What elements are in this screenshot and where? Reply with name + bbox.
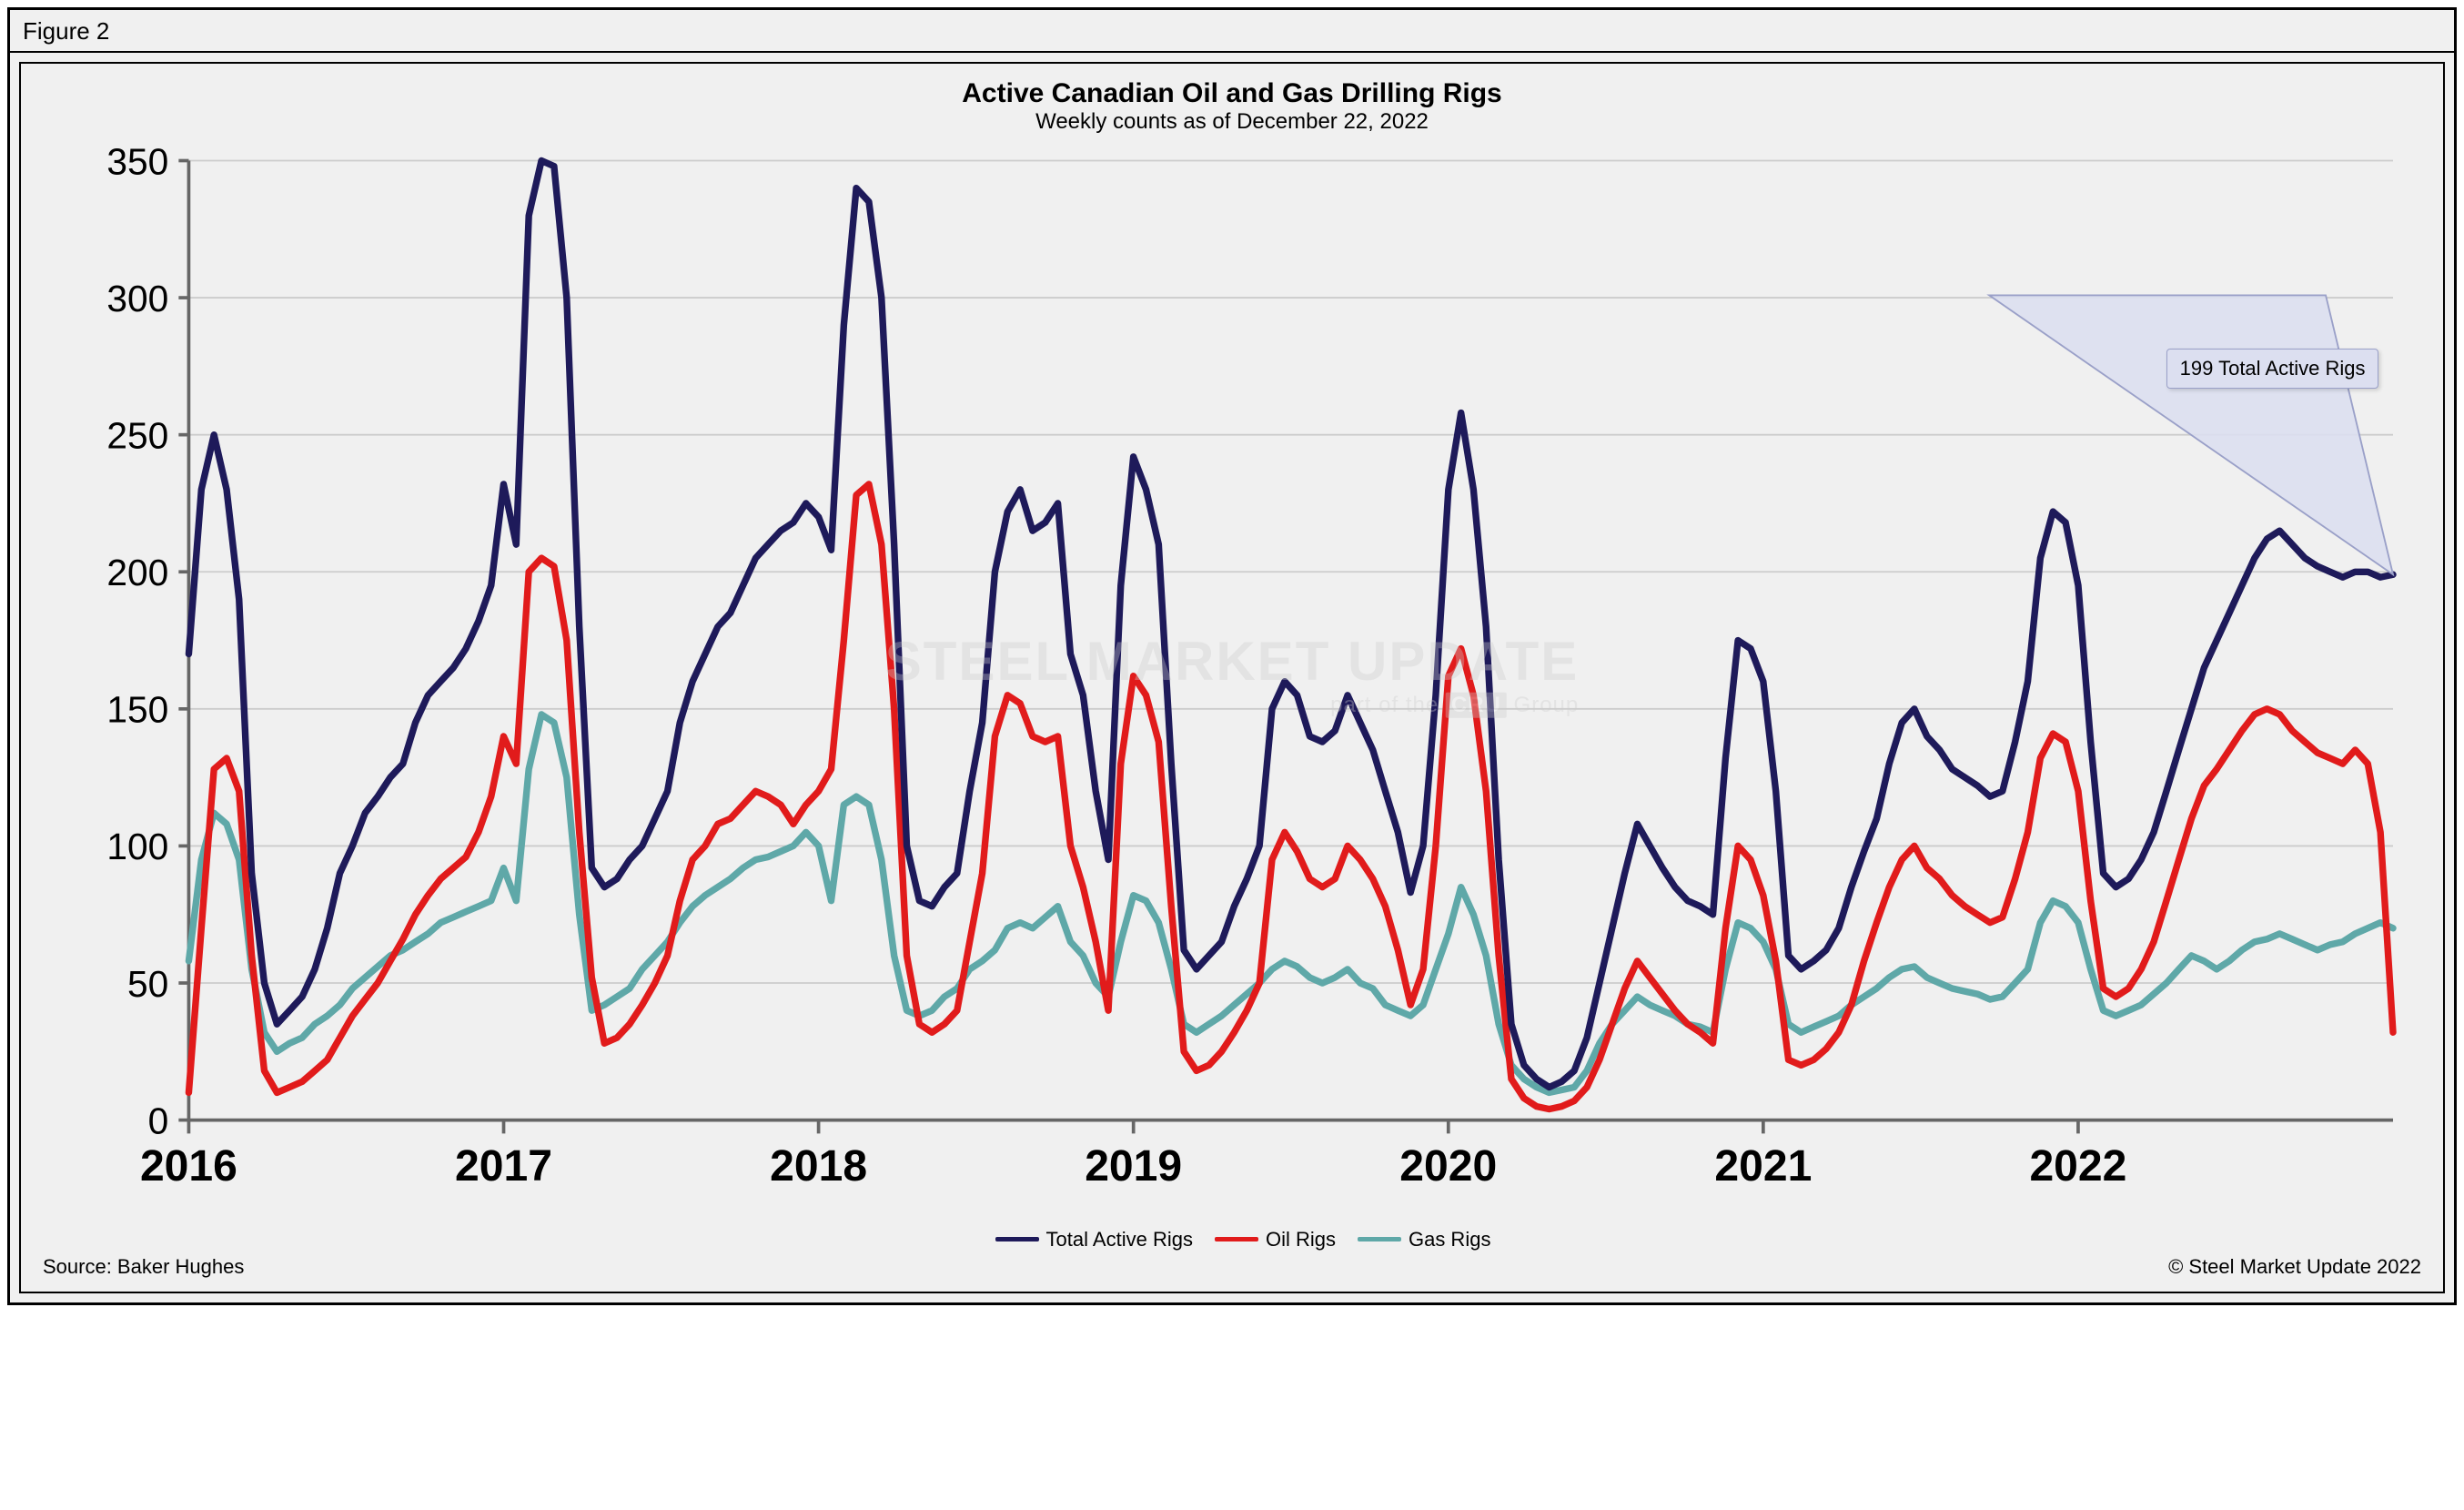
legend: Total Active Rigs Oil Rigs Gas Rigs bbox=[37, 1221, 2427, 1253]
line-chart-svg: 0 50 100 150 200 250 300 350 2016 2017 2018 2019 202… bbox=[37, 144, 2427, 1221]
legend-swatch bbox=[995, 1237, 1039, 1241]
svg-text:150: 150 bbox=[106, 689, 168, 731]
svg-text:2016: 2016 bbox=[140, 1141, 237, 1191]
svg-text:2019: 2019 bbox=[1085, 1141, 1182, 1191]
svg-text:2017: 2017 bbox=[455, 1141, 552, 1191]
svg-text:100: 100 bbox=[106, 826, 168, 867]
legend-label: Total Active Rigs bbox=[1046, 1228, 1193, 1251]
figure-frame: Figure 2 Active Canadian Oil and Gas Dri… bbox=[7, 7, 2457, 1305]
callout-label: 199 Total Active Rigs bbox=[2166, 349, 2379, 389]
svg-text:2021: 2021 bbox=[1714, 1141, 1812, 1191]
figure-label: Figure 2 bbox=[10, 10, 2454, 53]
svg-text:300: 300 bbox=[106, 278, 168, 319]
legend-label: Gas Rigs bbox=[1409, 1228, 1490, 1251]
svg-text:250: 250 bbox=[106, 414, 168, 456]
svg-text:0: 0 bbox=[148, 1100, 169, 1141]
chart-subtitle: Weekly counts as of December 22, 2022 bbox=[37, 109, 2427, 135]
chart-panel: Active Canadian Oil and Gas Drilling Rig… bbox=[19, 62, 2445, 1293]
legend-swatch bbox=[1215, 1237, 1258, 1241]
svg-text:200: 200 bbox=[106, 552, 168, 593]
chart-title: Active Canadian Oil and Gas Drilling Rig… bbox=[37, 78, 2427, 109]
svg-text:350: 350 bbox=[106, 144, 168, 182]
svg-text:2020: 2020 bbox=[1399, 1141, 1497, 1191]
footer: Source: Baker Hughes © Steel Market Upda… bbox=[37, 1253, 2427, 1284]
legend-label: Oil Rigs bbox=[1266, 1228, 1336, 1251]
source-label: Source: Baker Hughes bbox=[43, 1255, 244, 1279]
chart-area: STEEL MARKET UPDATE part of the CRU Grou… bbox=[37, 144, 2427, 1221]
copyright-label: © Steel Market Update 2022 bbox=[2168, 1255, 2421, 1279]
svg-text:2018: 2018 bbox=[770, 1141, 867, 1191]
svg-text:50: 50 bbox=[127, 963, 168, 1005]
legend-swatch bbox=[1358, 1237, 1401, 1241]
svg-text:2022: 2022 bbox=[2029, 1141, 2126, 1191]
